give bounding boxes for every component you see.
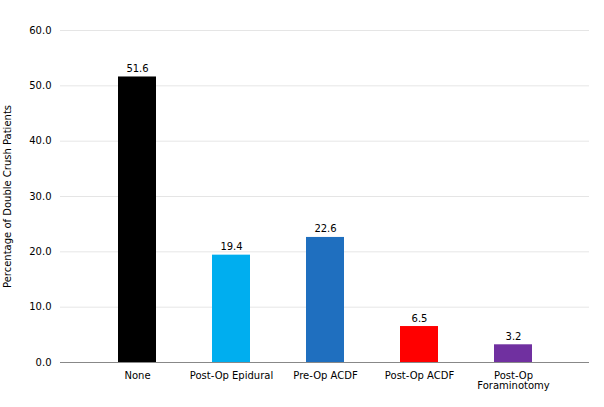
svg-text:Post-OpForaminotomy: Post-OpForaminotomy [477, 370, 550, 391]
svg-text:20.0: 20.0 [29, 246, 51, 257]
svg-text:6.5: 6.5 [412, 313, 428, 324]
svg-text:10.0: 10.0 [29, 301, 51, 312]
svg-text:Post-Op ACDF: Post-Op ACDF [385, 370, 455, 381]
svg-text:3.2: 3.2 [506, 331, 522, 342]
svg-text:Percentage of Double Crush Pat: Percentage of Double Crush Patients [2, 105, 13, 288]
svg-text:40.0: 40.0 [29, 135, 51, 146]
svg-text:51.6: 51.6 [126, 63, 148, 74]
svg-text:None: None [124, 370, 150, 381]
svg-text:0.0: 0.0 [36, 357, 52, 368]
svg-text:Pre-Op ACDF: Pre-Op ACDF [293, 370, 358, 381]
svg-text:19.4: 19.4 [220, 241, 242, 252]
svg-text:30.0: 30.0 [29, 191, 51, 202]
svg-text:60.0: 60.0 [29, 25, 51, 36]
svg-text:22.6: 22.6 [314, 223, 336, 234]
svg-text:Post-Op Epidural: Post-Op Epidural [190, 370, 273, 381]
svg-text:50.0: 50.0 [29, 80, 51, 91]
